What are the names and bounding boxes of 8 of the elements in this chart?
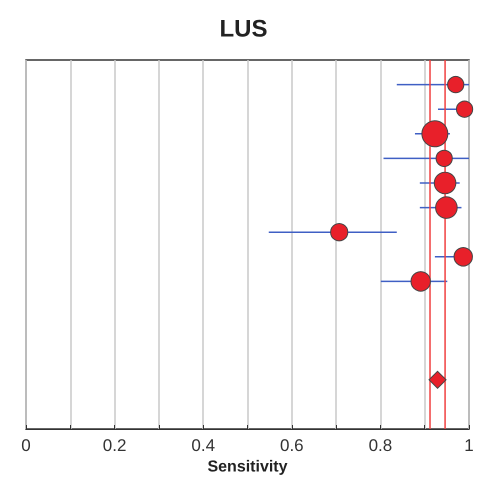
x-tick-label: 0.6 (280, 436, 304, 455)
x-tick-label: 0.2 (102, 436, 126, 455)
x-axis-title: Sensitivity (207, 458, 288, 476)
x-tick-label: 0.4 (191, 436, 216, 455)
chart-title: LUS (220, 16, 268, 42)
x-tick-label: 1 (464, 436, 474, 455)
x-tick-label: 0.8 (368, 436, 392, 455)
x-tick-label: 0 (21, 436, 31, 455)
